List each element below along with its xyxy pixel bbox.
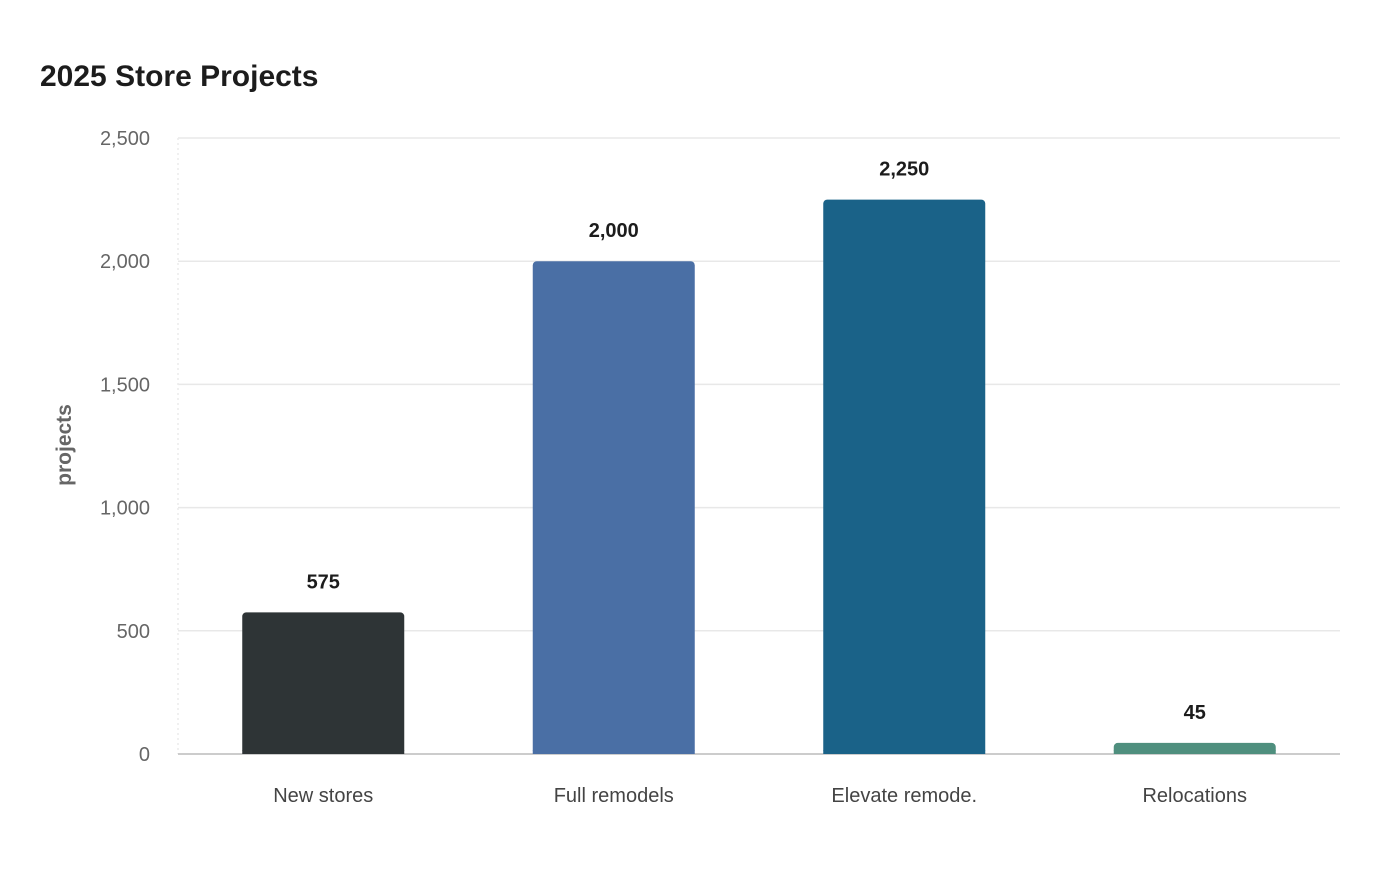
chart-title: 2025 Store Projects (40, 60, 319, 93)
bars (242, 199, 1276, 755)
gridlines (178, 137, 1340, 632)
x-tick-label: Elevate remode. (831, 785, 977, 807)
y-axis-title: projects (53, 404, 76, 486)
data-label: 575 (307, 571, 340, 593)
bar-base (242, 750, 405, 754)
bar-base (1113, 750, 1276, 754)
bar (823, 199, 986, 755)
bar (242, 612, 405, 754)
y-tick-label: 1,500 (100, 374, 150, 396)
y-tick-label: 2,500 (100, 128, 150, 150)
x-tick-label: Relocations (1142, 785, 1247, 807)
y-tick-label: 2,000 (100, 251, 150, 273)
bar-base (823, 750, 986, 754)
y-tick-label: 500 (117, 621, 150, 643)
x-tick-label: New stores (273, 785, 373, 807)
data-label: 2,250 (879, 159, 929, 181)
y-tick-label: 0 (139, 744, 150, 766)
bar (532, 261, 695, 754)
bar-base (532, 750, 695, 754)
y-tick-label: 1,000 (100, 498, 150, 520)
data-label: 2,000 (589, 220, 639, 242)
data-label: 45 (1184, 702, 1206, 724)
x-tick-label: Full remodels (554, 785, 674, 807)
labels: 0 500 1,000 1,500 2,000 2,500 575 New stores 2,0… (100, 128, 1247, 807)
